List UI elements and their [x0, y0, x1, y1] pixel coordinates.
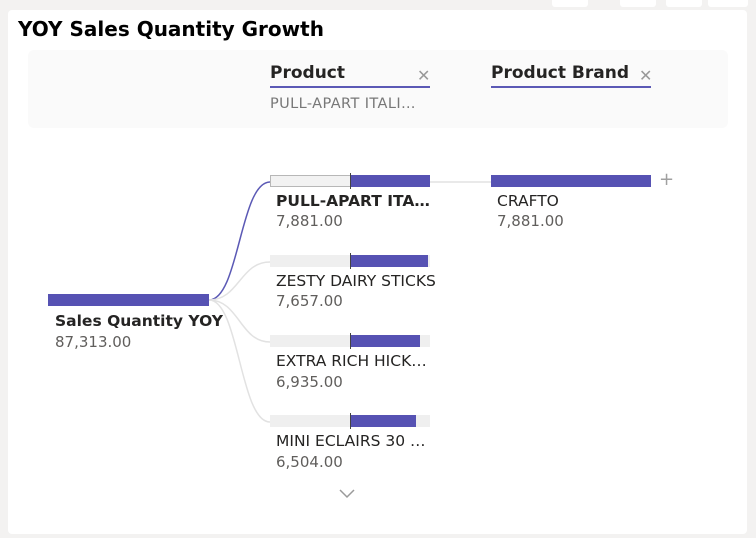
bar-center-marker [350, 173, 351, 189]
decomposition-tree-visual: YOY Sales Quantity Growth Product ✕ PULL… [8, 10, 747, 534]
link [208, 299, 271, 343]
product-bar-mini-eclairs[interactable] [350, 415, 416, 427]
brand-value: 7,881.00 [497, 212, 564, 230]
bar-center-marker [350, 333, 351, 349]
product-bar-zesty[interactable] [350, 255, 428, 267]
bar-center-marker [350, 413, 351, 429]
level-header-band [28, 50, 728, 128]
level-underline-product-brand [491, 86, 651, 88]
level-filter-product: PULL-APART ITALI… [270, 96, 416, 112]
toolbar-button-far-right[interactable] [708, 0, 748, 7]
product-label: PULL-APART ITA… [276, 192, 430, 210]
bar-center-marker [350, 253, 351, 269]
level-header-product[interactable]: Product [270, 63, 345, 83]
product-value: 7,881.00 [276, 212, 343, 230]
bar-track-selected[interactable] [270, 175, 351, 187]
level-underline-product [270, 86, 430, 88]
product-label: MINI ECLAIRS 30 … [276, 432, 426, 450]
product-label: EXTRA RICH HICK… [276, 352, 427, 370]
product-bar-extra-rich[interactable] [350, 335, 420, 347]
link [208, 261, 271, 301]
link [208, 299, 271, 423]
level-header-product-brand[interactable]: Product Brand [491, 63, 630, 83]
close-icon[interactable]: ✕ [417, 66, 431, 85]
plus-icon[interactable]: + [659, 169, 675, 190]
visual-title: YOY Sales Quantity Growth [18, 17, 324, 41]
close-icon[interactable]: ✕ [639, 66, 653, 85]
product-value: 6,504.00 [276, 453, 343, 471]
toolbar-button-right[interactable] [666, 0, 702, 7]
product-label: ZESTY DAIRY STICKS [276, 272, 436, 290]
brand-bar-crafto[interactable] [491, 175, 651, 187]
tree-connections [208, 181, 491, 423]
brand-label: CRAFTO [497, 192, 559, 210]
toolbar-button-left[interactable] [552, 0, 588, 7]
root-value: 87,313.00 [55, 333, 132, 351]
link-selected [208, 181, 271, 301]
product-value: 6,935.00 [276, 373, 343, 391]
chevron-down-icon[interactable] [338, 488, 356, 504]
root-label: Sales Quantity YOY [55, 312, 223, 330]
product-bar-pull-apart[interactable] [350, 175, 430, 187]
toolbar-button-middle[interactable] [620, 0, 656, 7]
product-value: 7,657.00 [276, 292, 343, 310]
root-bar[interactable] [48, 294, 209, 306]
